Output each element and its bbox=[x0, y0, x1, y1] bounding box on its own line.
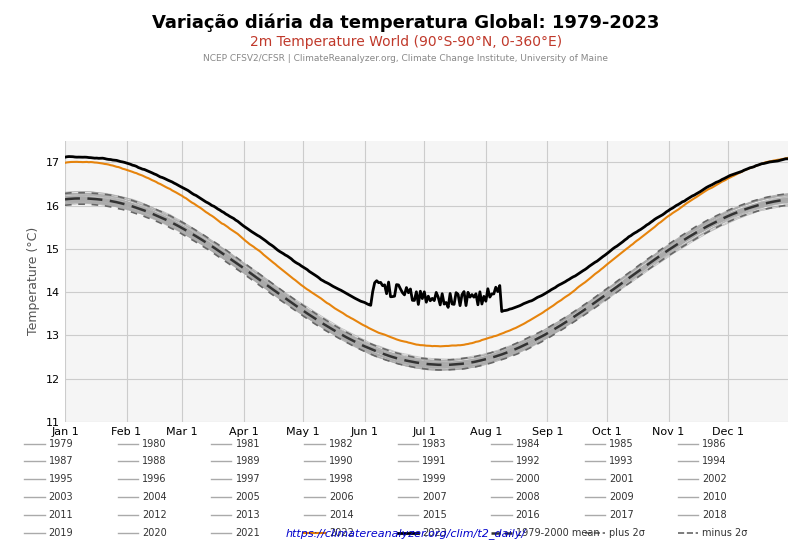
Text: 1991: 1991 bbox=[422, 457, 446, 466]
Text: 1985: 1985 bbox=[608, 439, 633, 448]
Text: 2002: 2002 bbox=[702, 474, 726, 484]
Text: 2023: 2023 bbox=[422, 528, 446, 538]
Text: 2009: 2009 bbox=[608, 492, 633, 502]
Text: 2011: 2011 bbox=[49, 510, 73, 520]
Text: 2007: 2007 bbox=[422, 492, 446, 502]
Y-axis label: Temperature (°C): Temperature (°C) bbox=[28, 227, 41, 335]
Text: 2013: 2013 bbox=[235, 510, 260, 520]
Text: 2016: 2016 bbox=[515, 510, 539, 520]
Text: 2m Temperature World (90°S-90°N, 0-360°E): 2m Temperature World (90°S-90°N, 0-360°E… bbox=[250, 35, 561, 49]
Text: 1990: 1990 bbox=[328, 457, 353, 466]
Text: 1988: 1988 bbox=[142, 457, 166, 466]
Text: 1983: 1983 bbox=[422, 439, 446, 448]
Text: 2018: 2018 bbox=[702, 510, 726, 520]
Text: 2003: 2003 bbox=[49, 492, 73, 502]
Text: 2001: 2001 bbox=[608, 474, 633, 484]
Text: 1997: 1997 bbox=[235, 474, 260, 484]
Text: minus 2σ: minus 2σ bbox=[702, 528, 747, 538]
Text: https://climatereanalyzer.org/clim/t2_daily/: https://climatereanalyzer.org/clim/t2_da… bbox=[285, 529, 526, 539]
Text: 1986: 1986 bbox=[702, 439, 726, 448]
Text: 2004: 2004 bbox=[142, 492, 166, 502]
Text: Variação diária da temperatura Global: 1979-2023: Variação diária da temperatura Global: 1… bbox=[152, 14, 659, 32]
Text: 2000: 2000 bbox=[515, 474, 539, 484]
Text: 1999: 1999 bbox=[422, 474, 446, 484]
Text: NCEP CFSV2/CFSR | ClimateReanalyzer.org, Climate Change Institute, University of: NCEP CFSV2/CFSR | ClimateReanalyzer.org,… bbox=[204, 54, 607, 63]
Text: 1980: 1980 bbox=[142, 439, 166, 448]
Text: 1979-2000 mean: 1979-2000 mean bbox=[515, 528, 599, 538]
Text: 1992: 1992 bbox=[515, 457, 539, 466]
Text: 2006: 2006 bbox=[328, 492, 353, 502]
Text: 2019: 2019 bbox=[49, 528, 73, 538]
Text: 2022: 2022 bbox=[328, 528, 354, 538]
Text: 1998: 1998 bbox=[328, 474, 353, 484]
Text: 2014: 2014 bbox=[328, 510, 353, 520]
Text: 2017: 2017 bbox=[608, 510, 633, 520]
Text: 1994: 1994 bbox=[702, 457, 726, 466]
Text: 2005: 2005 bbox=[235, 492, 260, 502]
Text: plus 2σ: plus 2σ bbox=[608, 528, 644, 538]
Text: 1981: 1981 bbox=[235, 439, 260, 448]
Text: 1995: 1995 bbox=[49, 474, 73, 484]
Text: 1984: 1984 bbox=[515, 439, 539, 448]
Text: 1979: 1979 bbox=[49, 439, 73, 448]
Text: 2021: 2021 bbox=[235, 528, 260, 538]
Text: 1993: 1993 bbox=[608, 457, 633, 466]
Text: 2020: 2020 bbox=[142, 528, 166, 538]
Text: 2015: 2015 bbox=[422, 510, 446, 520]
Text: 1987: 1987 bbox=[49, 457, 73, 466]
Text: 1996: 1996 bbox=[142, 474, 166, 484]
Text: 2010: 2010 bbox=[702, 492, 726, 502]
Text: 1989: 1989 bbox=[235, 457, 260, 466]
Text: 1982: 1982 bbox=[328, 439, 353, 448]
Text: 2008: 2008 bbox=[515, 492, 539, 502]
Text: 2012: 2012 bbox=[142, 510, 166, 520]
